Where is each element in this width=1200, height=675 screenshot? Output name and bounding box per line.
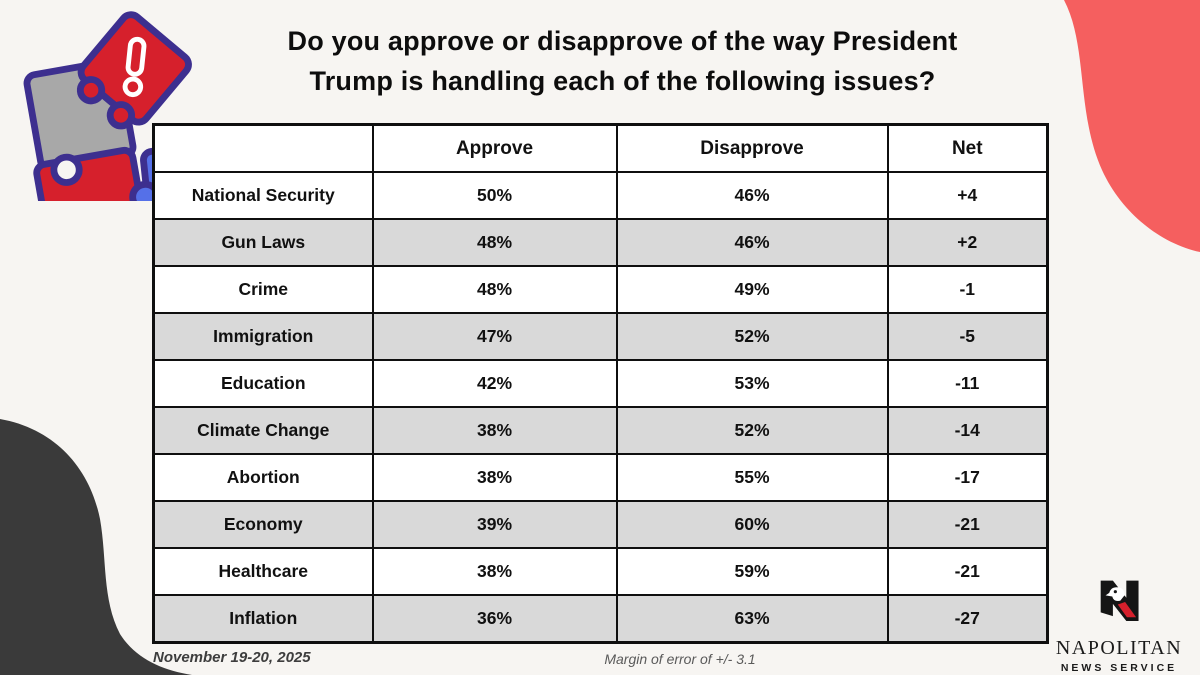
- disapprove-cell: 49%: [615, 265, 889, 314]
- issue-cell: Education: [152, 359, 374, 408]
- table-row: Inflation 36% 63% -27: [152, 594, 1049, 644]
- disapprove-cell: 60%: [615, 500, 889, 549]
- table-body: National Security 50% 46% +4 Gun Laws 48% 46% +…: [152, 171, 1049, 644]
- table-row: Economy 39% 60% -21: [152, 500, 1049, 549]
- issue-cell: Gun Laws: [152, 218, 374, 267]
- poll-table: Approve Disapprove Net National Security…: [152, 123, 1049, 644]
- page-title: Do you approve or disapprove of the way …: [150, 22, 1095, 102]
- approve-cell: 38%: [371, 547, 618, 596]
- table-row: National Security 50% 46% +4: [152, 171, 1049, 220]
- issue-cell: Inflation: [152, 594, 374, 644]
- logo-name: NAPOLITAN: [1055, 637, 1183, 659]
- page-title-line1: Do you approve or disapprove of the way …: [287, 26, 958, 56]
- disapprove-cell: 46%: [615, 171, 889, 220]
- table-row: Immigration 47% 52% -5: [152, 312, 1049, 361]
- issue-cell: National Security: [152, 171, 374, 220]
- disapprove-cell: 52%: [615, 312, 889, 361]
- net-cell: +2: [886, 218, 1049, 267]
- header-issue: [152, 123, 374, 173]
- table-row: Crime 48% 49% -1: [152, 265, 1049, 314]
- table-row: Healthcare 38% 59% -21: [152, 547, 1049, 596]
- net-cell: -5: [886, 312, 1049, 361]
- table-row: Education 42% 53% -11: [152, 359, 1049, 408]
- logo-tagline: NEWS SERVICE: [1060, 662, 1178, 674]
- disapprove-cell: 46%: [615, 218, 889, 267]
- table-row: Gun Laws 48% 46% +2: [152, 218, 1049, 267]
- disapprove-cell: 55%: [615, 453, 889, 502]
- disapprove-cell: 63%: [615, 594, 889, 644]
- issue-cell: Abortion: [152, 453, 374, 502]
- approve-cell: 38%: [371, 453, 618, 502]
- page-title-line2: Trump is handling each of the following …: [309, 65, 936, 96]
- approve-cell: 48%: [371, 265, 618, 314]
- net-cell: -11: [886, 359, 1049, 408]
- net-cell: +4: [886, 171, 1049, 220]
- net-cell: -21: [886, 500, 1049, 549]
- net-cell: -21: [886, 547, 1049, 596]
- issue-cell: Crime: [152, 265, 374, 314]
- issue-cell: Economy: [152, 500, 374, 549]
- net-cell: -1: [886, 265, 1049, 314]
- napolitan-eagle-icon: [1100, 580, 1139, 621]
- disapprove-cell: 59%: [615, 547, 889, 596]
- table-row: Climate Change 38% 52% -14: [152, 406, 1049, 455]
- header-disapprove: Disapprove: [615, 123, 889, 173]
- header-approve: Approve: [371, 123, 618, 173]
- approve-cell: 39%: [371, 500, 618, 549]
- disapprove-cell: 52%: [615, 406, 889, 455]
- disapprove-cell: 53%: [615, 359, 889, 408]
- approve-cell: 36%: [371, 594, 618, 644]
- table-header-row: Approve Disapprove Net: [152, 123, 1049, 173]
- margin-of-error: Margin of error of +/- 3.1: [604, 651, 756, 667]
- approve-cell: 42%: [371, 359, 618, 408]
- issue-cell: Healthcare: [152, 547, 374, 596]
- survey-date: November 19-20, 2025: [153, 649, 311, 666]
- approve-cell: 38%: [371, 406, 618, 455]
- net-cell: -27: [886, 594, 1049, 644]
- approve-cell: 48%: [371, 218, 618, 267]
- net-cell: -17: [886, 453, 1049, 502]
- issue-cell: Climate Change: [152, 406, 374, 455]
- net-cell: -14: [886, 406, 1049, 455]
- issue-cell: Immigration: [152, 312, 374, 361]
- approve-cell: 47%: [371, 312, 618, 361]
- napolitan-logo: NAPOLITAN NEWS SERVICE: [1040, 577, 1198, 674]
- header-net: Net: [886, 123, 1049, 173]
- approve-cell: 50%: [371, 171, 618, 220]
- table-row: Abortion 38% 55% -17: [152, 453, 1049, 502]
